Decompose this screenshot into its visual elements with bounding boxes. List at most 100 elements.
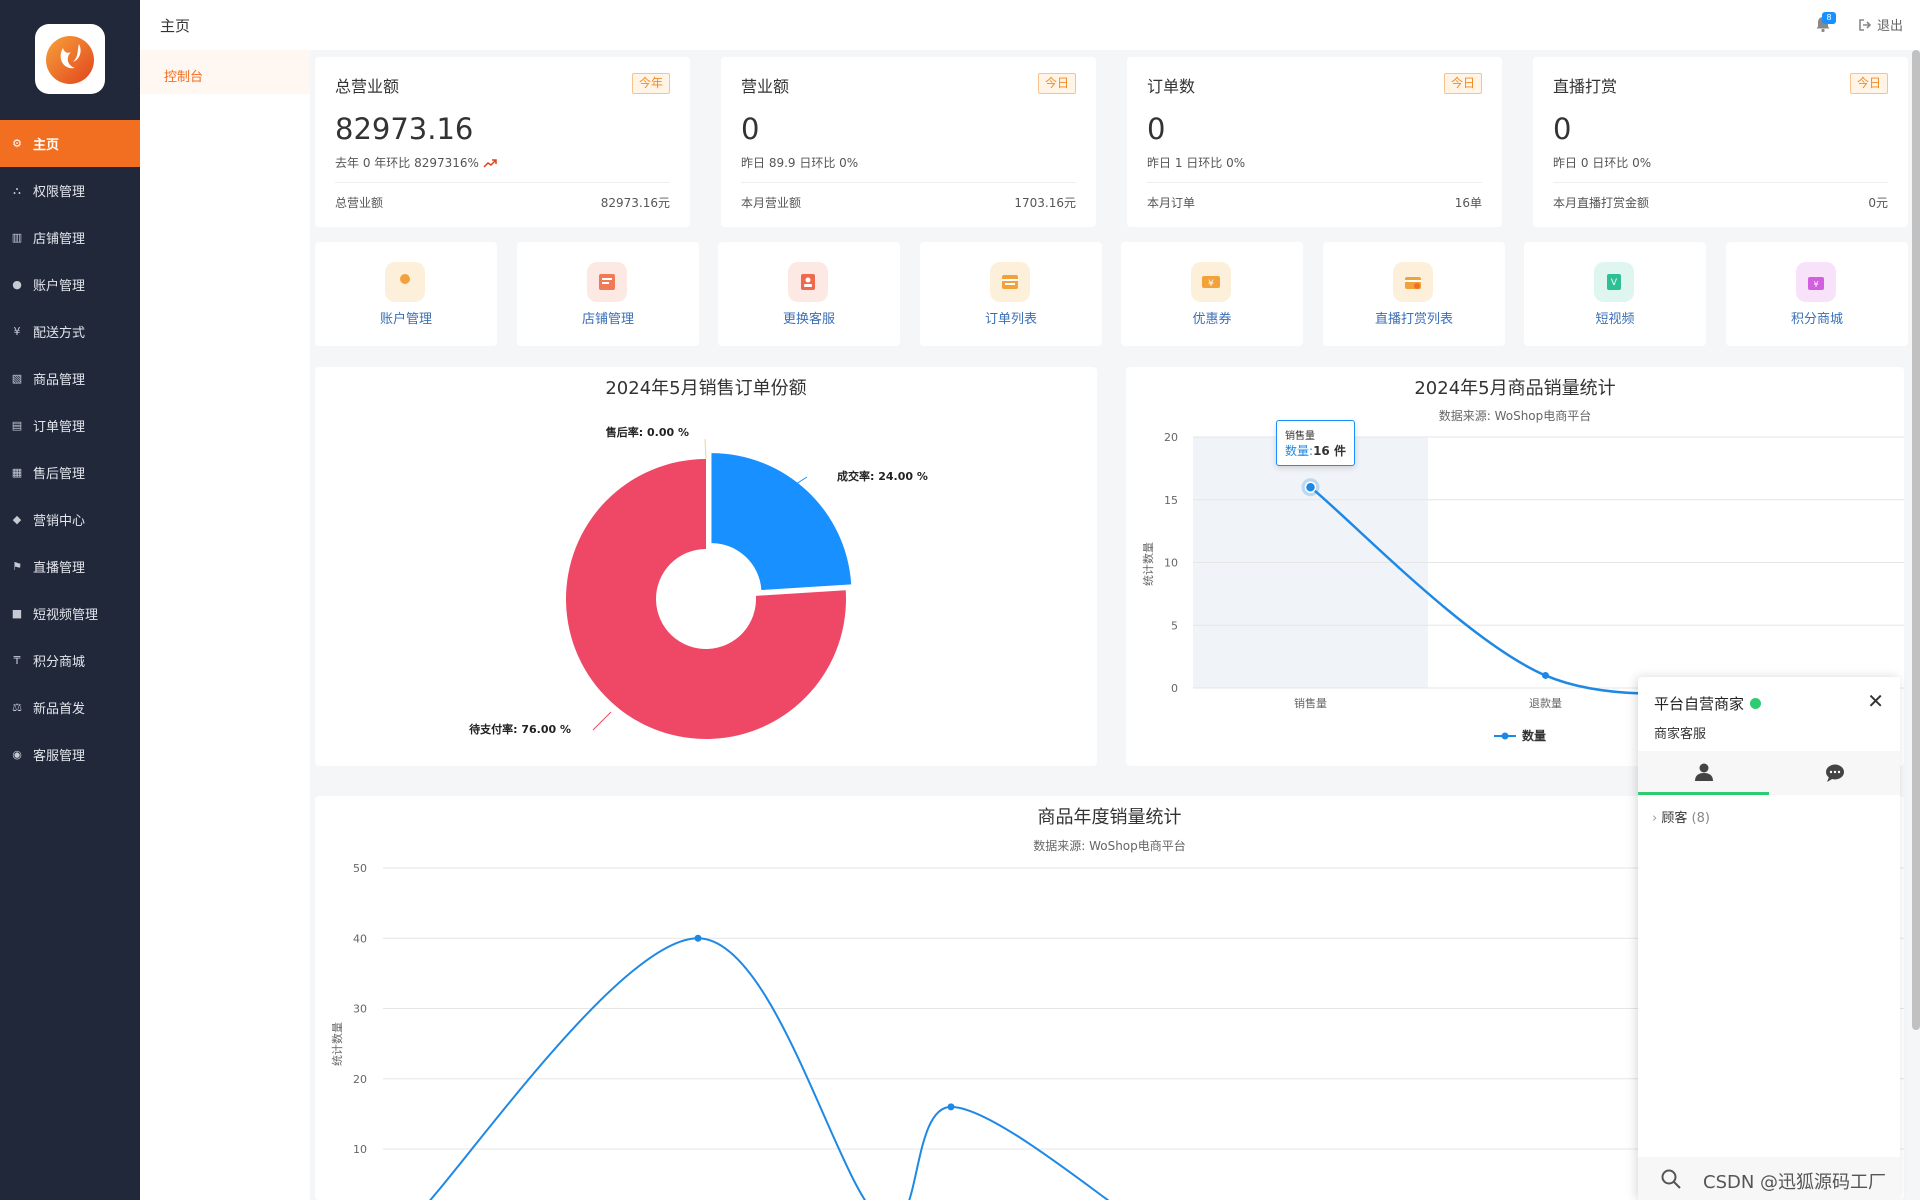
y-tick-label: 10 (1164, 557, 1178, 570)
y-tick-label: 20 (353, 1073, 367, 1086)
stat-value: 82973.16 (335, 112, 474, 146)
quick-link-label: 更换客服 (782, 312, 835, 327)
chat-tabs (1638, 751, 1900, 795)
quick-link[interactable]: 直播打赏列表 (1323, 242, 1505, 346)
notification-badge: 8 (1822, 12, 1836, 24)
stat-footer-value: 82973.16元 (600, 196, 670, 210)
series-line (429, 937, 1110, 1200)
quick-link[interactable]: 账户管理 (315, 242, 497, 346)
search-icon[interactable] (1660, 1168, 1682, 1190)
svg-text:V: V (1611, 278, 1618, 288)
x-tick-label: 销售量 (1294, 696, 1327, 710)
y-axis-label: 统计数量 (1142, 542, 1155, 586)
sidebar-item-label: 配送方式 (33, 326, 86, 341)
pie-slice[interactable] (711, 453, 852, 591)
data-point[interactable] (1542, 671, 1549, 679)
sidebar-item-3[interactable]: ● 账户管理 (0, 261, 140, 308)
stat-comparison: 昨日 0 日环比 0% (1553, 154, 1651, 171)
sidebar-item-10[interactable]: ■ 短视频管理 (0, 590, 140, 637)
sidebar-item-7[interactable]: ▦ 售后管理 (0, 449, 140, 496)
trend-up-icon (483, 158, 497, 168)
sidebar-item-9[interactable]: ⚑ 直播管理 (0, 543, 140, 590)
quick-link[interactable]: ¥ 积分商城 (1726, 242, 1908, 346)
image-icon: ▧ (11, 372, 23, 385)
stat-comparison: 昨日 89.9 日环比 0% (741, 154, 858, 171)
divider (1553, 182, 1888, 183)
sidebar-item-6[interactable]: ▤ 订单管理 (0, 402, 140, 449)
chart-title: 2024年5月商品销量统计 (1414, 378, 1616, 399)
stat-card: 总营业额 今年 82973.16 去年 0 年环比 8297316% 总营业额 … (315, 57, 690, 227)
chart-subtitle: 数据来源: WoShop电商平台 (1033, 839, 1186, 853)
message-bubble-icon (1825, 764, 1844, 782)
sidebar-item-0[interactable]: ⚙ 主页 (0, 120, 140, 167)
sidebar-item-13[interactable]: ◉ 客服管理 (0, 731, 140, 778)
quick-link-label: 积分商城 (1790, 312, 1843, 327)
chart-tooltip: 销售量 数量:16 件 (1276, 420, 1355, 466)
legend-label[interactable]: 数量 (1522, 728, 1546, 743)
sidebar-item-8[interactable]: ◆ 营销中心 (0, 496, 140, 543)
stat-title: 总营业额 (335, 77, 400, 96)
quick-link-label: 账户管理 (379, 312, 432, 327)
sidebar-item-label: 短视频管理 (33, 608, 99, 623)
sidebar-item-label: 订单管理 (33, 420, 86, 435)
legend-marker-dot (1501, 732, 1509, 740)
period-badge: 今日 (1849, 73, 1888, 94)
logout-icon (1859, 18, 1872, 31)
stat-footer-label: 本月营业额 (741, 196, 802, 210)
stat-footer-value: 0元 (1868, 196, 1888, 210)
chart-subtitle: 数据来源: WoShop电商平台 (1438, 409, 1592, 423)
mall-icon: ¥ (1796, 262, 1836, 302)
divider (335, 182, 670, 183)
y-tick-label: 30 (353, 1003, 367, 1016)
quick-link-label: 优惠券 (1192, 312, 1232, 327)
gift-icon (1393, 262, 1433, 302)
app-logo[interactable] (35, 24, 105, 94)
data-point[interactable] (947, 1103, 955, 1111)
sidebar-item-2[interactable]: ▥ 店铺管理 (0, 214, 140, 261)
yen-icon: ¥ (13, 325, 21, 338)
sidebar-item-12[interactable]: ⚖ 新品首发 (0, 684, 140, 731)
logout-label: 退出 (1877, 19, 1904, 34)
logout-button[interactable]: 退出 (1858, 15, 1903, 34)
quick-link[interactable]: V 短视频 (1524, 242, 1706, 346)
stat-footer-value: 1703.16元 (1014, 196, 1076, 210)
video-icon: ■ (11, 607, 23, 620)
tab-messages[interactable] (1769, 751, 1900, 795)
tag-icon: ◆ (12, 513, 22, 526)
order-share-chart-card: 2024年5月销售订单份额 成交率: 24.00 % 待支付率: 76.00 % 售… (315, 367, 1097, 766)
stat-title: 订单数 (1147, 77, 1196, 96)
quick-link[interactable]: ¥ 优惠券 (1121, 242, 1303, 346)
contact-group[interactable]: › 顾客 (8) (1652, 807, 1710, 826)
stat-title: 营业额 (741, 77, 790, 96)
quick-link[interactable]: 更换客服 (718, 242, 900, 346)
period-badge: 今日 (1443, 73, 1482, 94)
stat-comparison-text: 昨日 0 日环比 0% (1553, 156, 1652, 170)
sidebar-item-1[interactable]: ⛬ 权限管理 (0, 167, 140, 214)
sidebar-item-label: 主页 (33, 138, 60, 153)
tooltip-title: 销售量 (1285, 431, 1315, 442)
sidebar-item-4[interactable]: ¥ 配送方式 (0, 308, 140, 355)
data-point[interactable] (694, 934, 702, 942)
stat-comparison-text: 昨日 1 日环比 0% (1147, 156, 1246, 170)
quick-link[interactable]: 订单列表 (920, 242, 1102, 346)
y-axis-label: 统计数量 (331, 1022, 344, 1066)
subnav-item-dashboard[interactable]: 控制台 (140, 50, 310, 94)
pie-slice-label: 待支付率: 76.00 % (468, 722, 571, 736)
shop-icon (587, 262, 627, 302)
divider (1147, 182, 1482, 183)
page-scrollbar[interactable] (1912, 50, 1920, 1030)
sidebar-item-label: 新品首发 (33, 702, 86, 717)
person-icon (1694, 763, 1713, 781)
sidebar-item-label: 营销中心 (33, 514, 86, 529)
quick-link[interactable]: 店铺管理 (517, 242, 699, 346)
chart-title: 商品年度销量统计 (1037, 807, 1182, 828)
tab-contacts[interactable] (1638, 751, 1769, 795)
sidebar-item-11[interactable]: ₸ 积分商城 (0, 637, 140, 684)
sidebar-item-5[interactable]: ▧ 商品管理 (0, 355, 140, 402)
sidebar-item-label: 直播管理 (33, 561, 86, 576)
close-icon[interactable]: ✕ (1867, 689, 1884, 713)
quick-link-label: 短视频 (1595, 312, 1635, 327)
y-tick-label: 0 (1171, 682, 1178, 695)
data-point[interactable] (1304, 481, 1317, 493)
pie-slice[interactable] (566, 459, 846, 739)
